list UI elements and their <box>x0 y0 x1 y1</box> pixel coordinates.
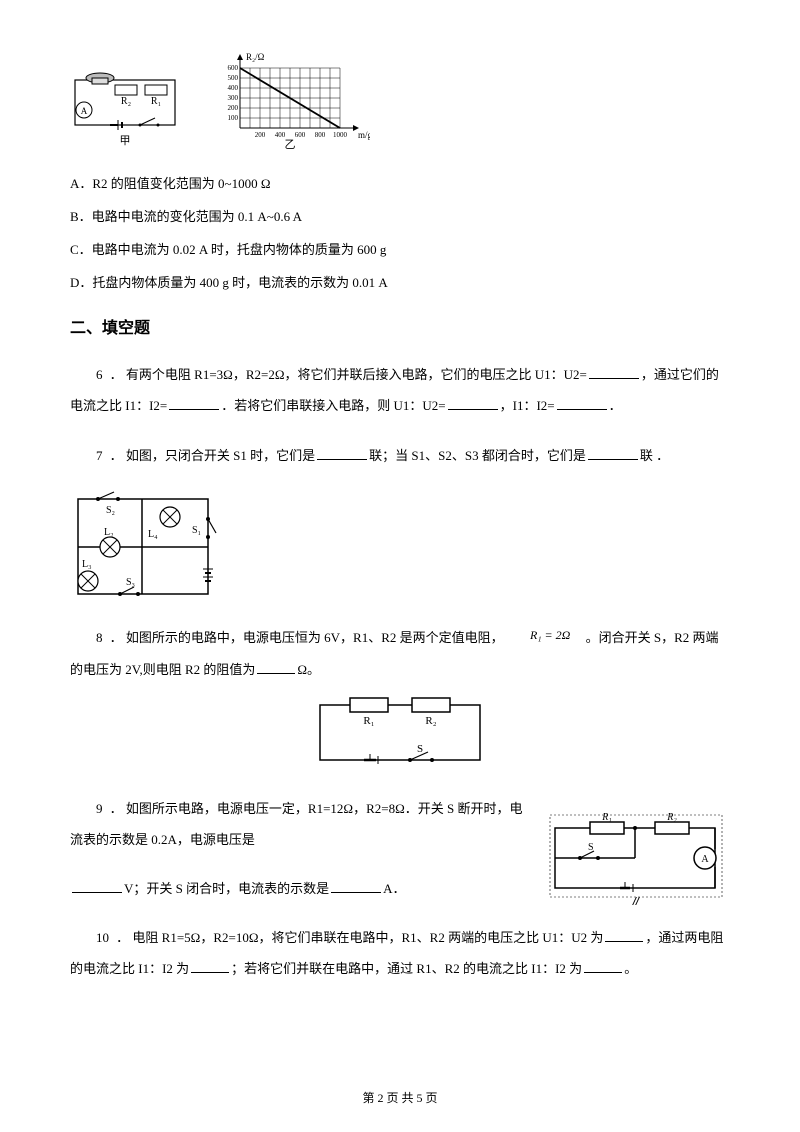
option-c: C．电路中电流为 0.02 A 时，托盘内物体的质量为 600 g <box>70 240 730 261</box>
svg-text:800: 800 <box>315 131 326 139</box>
blank <box>588 447 638 460</box>
option-d: D．托盘内物体质量为 400 g 时，电流表的示数为 0.01 A <box>70 273 730 294</box>
q9-circuit: R₁ R₂ S A 𝐼𝐼 <box>540 813 730 916</box>
q10-no: 10 <box>96 930 109 945</box>
blank <box>605 929 643 942</box>
option-a: A．R2 的阻值变化范围为 0~1000 Ω <box>70 174 730 195</box>
blank <box>448 397 498 410</box>
circuit-jia: R₂ R₁ A 甲 <box>70 60 190 158</box>
svg-text:S: S <box>417 743 423 755</box>
svg-text:S₃: S₃ <box>126 577 135 588</box>
svg-text:1000: 1000 <box>333 131 348 139</box>
label-r2: R₂ <box>121 96 131 107</box>
question-6: 6 ． 有两个电阻 R1=3Ω，R2=2Ω，将它们并联后接入电路，它们的电压之比… <box>70 359 730 421</box>
page-footer: 第 2 页 共 5 页 <box>0 1089 800 1108</box>
q7-circuit: S₂ S₁ L₂ L₄ L₃ S₃ <box>70 489 730 604</box>
question-10: 10 ． 电阻 R1=5Ω，R2=10Ω，将它们串联在电路中，R1、R2 两端的… <box>70 922 730 984</box>
svg-text:600: 600 <box>295 131 306 139</box>
option-b: B．电路中电流的变化范围为 0.1 A~0.6 A <box>70 207 730 228</box>
svg-text:R₁: R₁ <box>363 715 374 727</box>
svg-text:R₁: R₁ <box>601 813 612 823</box>
svg-text:L₂: L₂ <box>104 527 114 538</box>
blank <box>257 661 295 674</box>
blank <box>557 397 607 410</box>
svg-text:200: 200 <box>255 131 266 139</box>
graph-yi: R₂/Ω m/g 600 500 400 300 200 100 <box>210 50 370 158</box>
svg-text:A: A <box>701 854 709 865</box>
label-r1: R₁ <box>151 96 161 107</box>
q8-circuit: R₁ R₂ S <box>70 690 730 775</box>
graph-xlabel: m/g <box>358 130 370 140</box>
svg-text:500: 500 <box>228 74 239 82</box>
graph-ylabel: R₂/Ω <box>246 52 265 62</box>
svg-text:A: A <box>81 106 88 116</box>
blank <box>331 880 381 893</box>
question-9-wrap: 9 ． 如图所示电路，电源电压一定，R1=12Ω，R2=8Ω．开关 S 断开时，… <box>70 793 730 905</box>
svg-text:S: S <box>588 842 594 853</box>
svg-text:L₃: L₃ <box>82 559 92 570</box>
caption-yi: 乙 <box>285 138 296 150</box>
q8-no: 8 <box>96 630 103 645</box>
blank <box>191 960 229 973</box>
svg-text:200: 200 <box>228 104 239 112</box>
svg-text:R₁ = 2Ω: R₁ = 2Ω <box>530 628 571 642</box>
svg-text:600: 600 <box>228 64 239 72</box>
svg-text:S₂: S₂ <box>106 505 115 516</box>
svg-text:400: 400 <box>275 131 286 139</box>
svg-text:S₁: S₁ <box>192 525 201 536</box>
blank <box>169 397 219 410</box>
figure-row-top: R₂ R₁ A 甲 R₂/Ω m/g <box>70 50 730 158</box>
q7-no: 7 <box>96 448 103 463</box>
svg-text:𝐼𝐼: 𝐼𝐼 <box>632 896 640 908</box>
blank <box>589 366 639 379</box>
question-8: 8 ． 如图所示的电路中，电源电压恒为 6V，R1、R2 是两个定值电阻，R₁ … <box>70 622 730 686</box>
blank <box>317 447 367 460</box>
blank <box>72 880 122 893</box>
blank <box>584 960 622 973</box>
question-7: 7 ． 如图，只闭合开关 S1 时，它们是联；当 S1、S2、S3 都闭合时，它… <box>70 440 730 471</box>
svg-text:400: 400 <box>228 84 239 92</box>
svg-text:100: 100 <box>228 114 239 122</box>
section-heading-2: 二、填空题 <box>70 316 730 342</box>
svg-text:300: 300 <box>228 94 239 102</box>
caption-jia: 甲 <box>120 135 131 147</box>
formula-r1: R₁ = 2Ω <box>504 623 586 654</box>
q9-no: 9 <box>96 801 103 816</box>
svg-text:L₄: L₄ <box>148 529 158 540</box>
svg-text:R₂: R₂ <box>425 715 436 727</box>
q6-no: 6 <box>96 367 103 382</box>
svg-text:R₂: R₂ <box>666 813 677 823</box>
